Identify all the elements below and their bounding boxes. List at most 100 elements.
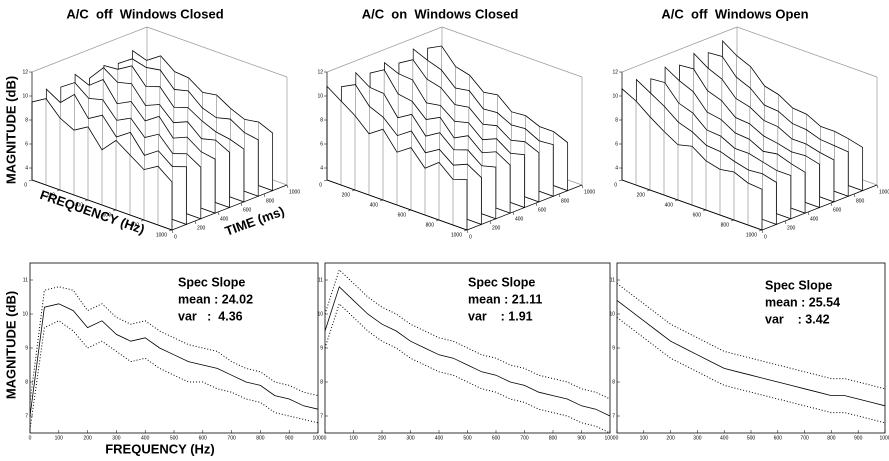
time-tick	[784, 220, 787, 225]
x-tick	[140, 219, 145, 222]
x-tick-label: 200	[666, 435, 675, 441]
x-tick-label: 1000	[451, 232, 462, 238]
axis-line	[31, 26, 148, 73]
x-tick-label: 600	[492, 435, 501, 441]
x-tick-label: 400	[370, 202, 379, 208]
time-tick	[240, 202, 243, 207]
annotation: mean : 24.02	[178, 292, 253, 306]
bound-line	[324, 302, 611, 434]
time-tick-label: 200	[197, 225, 206, 231]
x-tick-label: 900	[577, 435, 586, 441]
x-tick	[351, 189, 356, 192]
axis-line	[326, 26, 443, 73]
bound-line	[616, 283, 886, 390]
chart-title: A/C off Windows Closed	[66, 6, 223, 21]
x-tick-label: 500	[463, 435, 472, 441]
x-tick-label: 0	[24, 182, 27, 188]
y-tick-label: 9	[320, 345, 323, 351]
bound-line	[29, 286, 319, 403]
time-tick	[876, 184, 879, 189]
x-tick	[28, 179, 33, 182]
z-tick-label: 12	[22, 69, 28, 75]
x-tick	[407, 209, 412, 212]
y-tick-label: 10	[317, 311, 323, 317]
z-tick-label: 8	[25, 117, 28, 123]
bound-line	[29, 320, 319, 430]
annotation: Spec Slope	[765, 278, 832, 292]
z-tick-label: 6	[25, 141, 28, 147]
y-tick-label: 7	[25, 413, 28, 419]
x-tick	[674, 199, 679, 202]
y-tick-label: 9	[25, 345, 28, 351]
annotation: mean : 25.54	[765, 295, 840, 309]
time-tick	[512, 211, 515, 216]
z-tick-label: 8	[615, 117, 618, 123]
mean-line	[616, 300, 886, 407]
y-tick-label: 7	[320, 413, 323, 419]
time-tick-label: 1000	[289, 189, 300, 195]
axis-line	[326, 179, 468, 231]
z-tick-label: 12	[317, 69, 323, 75]
x-tick-label: 600	[774, 435, 783, 441]
x-tick	[646, 189, 651, 192]
y-tick-label: 11	[318, 277, 323, 283]
z-tick-label: 6	[615, 141, 618, 147]
y-tick-label: 7	[612, 413, 615, 419]
time-tick	[171, 229, 174, 234]
x-tick-label: 600	[103, 212, 112, 218]
x-tick	[730, 219, 735, 222]
time-tick	[286, 184, 289, 189]
x-tick-label: 1000	[156, 232, 167, 238]
x-tick-label: 700	[800, 435, 809, 441]
time-tick-label: 200	[492, 225, 501, 231]
time-axis-label: TIME (ms)	[223, 203, 287, 238]
x-tick-label: 700	[520, 435, 529, 441]
x-tick-label: 100	[55, 435, 64, 441]
annotation: var : 1.91	[468, 309, 533, 323]
x-tick-label: 800	[426, 222, 435, 228]
z-tick-label: 10	[317, 93, 323, 99]
time-tick-label: 800	[561, 198, 570, 204]
x-tick-label: 0	[616, 435, 619, 441]
z-tick-label: 8	[320, 117, 323, 123]
y-axis-label: MAGNITUDE (dB)	[3, 291, 18, 399]
z-tick-label: 10	[612, 93, 618, 99]
x-tick-label: 400	[720, 435, 729, 441]
axis-line	[31, 179, 173, 231]
time-tick	[853, 193, 856, 198]
time-tick	[807, 211, 810, 216]
x-tick	[168, 229, 173, 232]
x-tick	[435, 219, 440, 222]
x-tick-label: 400	[665, 202, 674, 208]
x-tick-label: 300	[112, 435, 121, 441]
x-tick-label: 0	[614, 182, 617, 188]
x-tick-label: 0	[29, 435, 32, 441]
z-tick-label: 4	[320, 165, 323, 171]
time-tick-label: 0	[174, 234, 177, 240]
x-tick-label: 900	[285, 435, 294, 441]
time-tick	[489, 220, 492, 225]
x-tick-label: 1000	[604, 435, 615, 441]
annotation: Spec Slope	[468, 275, 535, 289]
x-tick-label: 200	[637, 192, 646, 198]
x-tick-label: 300	[693, 435, 702, 441]
mean-line	[29, 303, 319, 417]
time-tick	[558, 193, 561, 198]
x-tick	[323, 179, 328, 182]
time-tick-label: 800	[856, 198, 865, 204]
plot-frame	[616, 262, 886, 434]
annotation: mean : 21.11	[468, 292, 542, 306]
time-tick	[217, 211, 220, 216]
x-tick	[758, 229, 763, 232]
y-tick-label: 8	[320, 379, 323, 385]
x-tick	[702, 209, 707, 212]
x-tick-label: 400	[435, 435, 444, 441]
x-tick	[112, 209, 117, 212]
x-tick-label: 500	[170, 435, 179, 441]
x-tick-label: 200	[47, 192, 56, 198]
x-tick-label: 400	[75, 202, 84, 208]
time-tick-label: 800	[266, 198, 275, 204]
x-tick-label: 600	[693, 212, 702, 218]
z-tick-label: 4	[615, 165, 618, 171]
axis-line	[441, 26, 583, 78]
